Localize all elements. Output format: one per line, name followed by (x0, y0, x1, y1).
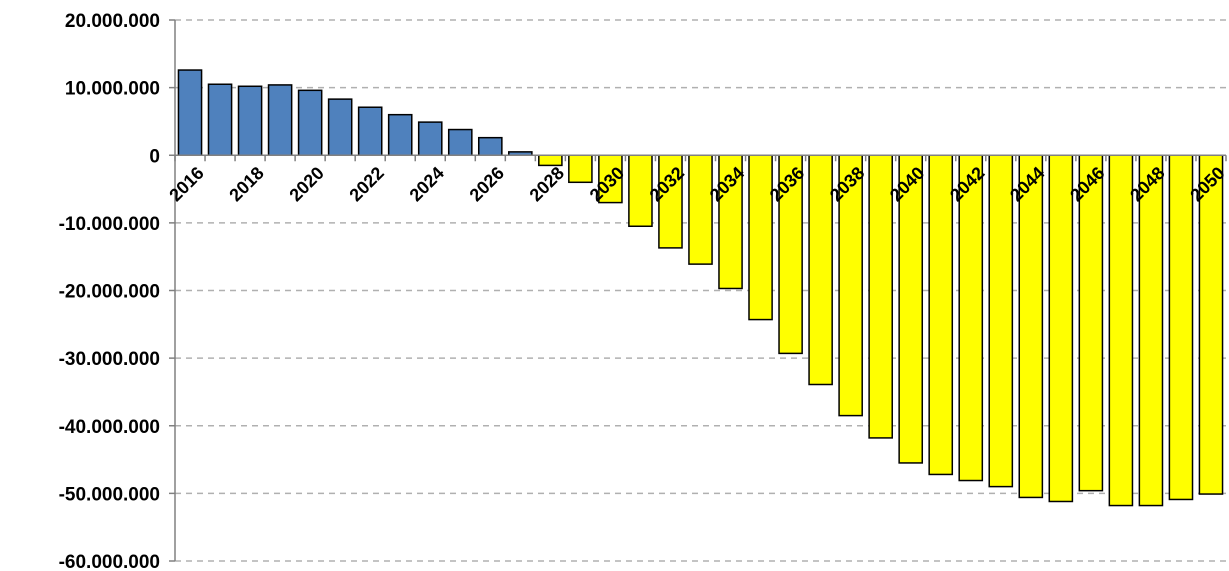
y-tick-label: -50.000.000 (59, 484, 160, 505)
x-tick-label: 2028 (526, 163, 568, 205)
bar-2043 (988, 154, 1014, 488)
y-tick-label: -60.000.000 (59, 552, 160, 571)
axes (169, 19, 1227, 562)
y-tick-label: 20.000.000 (65, 11, 160, 32)
bar-2025 (447, 128, 473, 157)
x-tick-label: 2024 (406, 163, 448, 205)
bar-2022 (357, 106, 383, 156)
bar-2048 (1138, 154, 1164, 507)
bar-2039 (868, 154, 893, 439)
bar-2017 (207, 83, 233, 156)
y-tick-label: 0 (149, 146, 160, 167)
bar-2049 (1168, 154, 1194, 501)
bar-2042 (958, 154, 984, 482)
y-tick-label: -40.000.000 (59, 417, 160, 438)
bar-2016 (177, 69, 203, 156)
bar-2046 (1078, 154, 1104, 492)
x-tick-label: 2022 (345, 163, 387, 205)
bar-2018 (237, 85, 263, 156)
x-tick-label: 2026 (466, 163, 508, 205)
x-tick-label: 2016 (165, 163, 207, 205)
bars (177, 69, 1224, 507)
bar-2026 (477, 136, 503, 156)
y-tick-labels: 20.000.000 10.000.000 0 -10.000.000 -20.000.… (59, 11, 160, 571)
bar-2035 (748, 154, 773, 321)
bar-2045 (1048, 154, 1074, 503)
bar-2047 (1108, 154, 1134, 507)
bar-2028 (538, 154, 563, 167)
y-tick-label: -30.000.000 (59, 349, 160, 370)
bar-2041 (928, 154, 954, 476)
bar-2023 (387, 113, 413, 157)
y-tick-label: -10.000.000 (59, 214, 160, 235)
y-tick-label: -20.000.000 (59, 282, 160, 303)
bar-2044 (1018, 154, 1044, 499)
bar-2024 (417, 121, 443, 156)
x-tick-label: 2020 (285, 163, 327, 205)
bar-2021 (327, 98, 353, 156)
bar-2020 (297, 89, 323, 156)
bar-2019 (267, 84, 293, 156)
y-tick-label: 10.000.000 (65, 79, 160, 100)
bar-2033 (688, 154, 713, 265)
x-tick-label: 2018 (225, 163, 267, 205)
bar-2050 (1198, 154, 1224, 495)
bar-2029 (568, 154, 593, 184)
